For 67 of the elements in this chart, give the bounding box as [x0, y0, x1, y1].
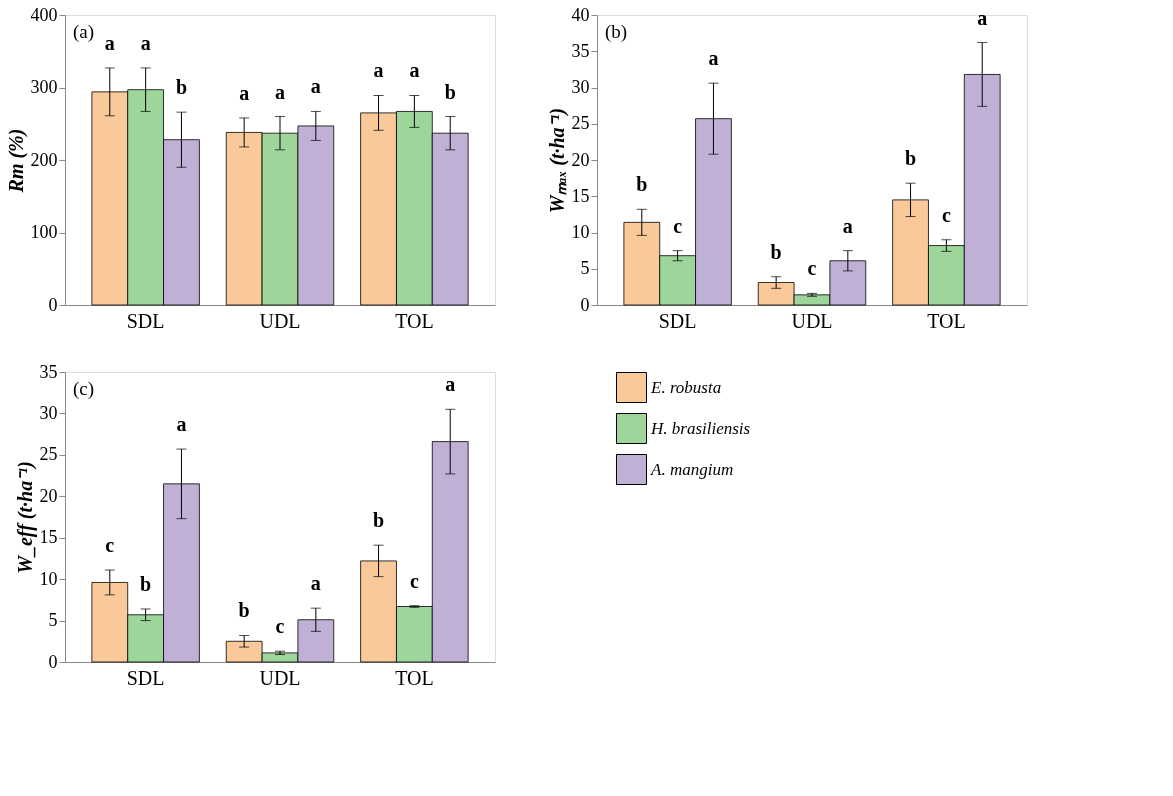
- data-label: b: [444, 80, 456, 103]
- y-tick-label: 10: [571, 222, 590, 242]
- y-tick-label: 400: [30, 4, 58, 25]
- legend-label: E. robusta: [650, 377, 722, 397]
- annotation: (c): [73, 378, 95, 400]
- y-tick-label: 20: [39, 485, 58, 506]
- x-tick-label: TOL: [927, 309, 966, 332]
- y-axis-title: W_eff (t·ha⁻¹): [13, 461, 37, 574]
- y-tick-label: 35: [39, 361, 58, 382]
- x-tick-label: TOL: [395, 309, 434, 332]
- y-tick-label: 300: [30, 77, 58, 97]
- annotation: (b): [605, 21, 628, 43]
- data-label: b: [238, 599, 250, 622]
- data-label: b: [372, 509, 385, 532]
- data-label: a: [977, 6, 988, 29]
- annotation: (a): [73, 21, 95, 43]
- data-label: b: [140, 572, 152, 595]
- y-tick-label: 0: [48, 651, 58, 672]
- y-tick-label: 10: [39, 568, 58, 589]
- data-label: a: [708, 47, 719, 70]
- y-tick-label: 30: [571, 77, 590, 97]
- data-label: a: [409, 59, 420, 82]
- data-label: c: [807, 257, 817, 280]
- y-tick-label: 0: [580, 294, 590, 315]
- data-label: b: [175, 76, 188, 99]
- y-tick-label: 20: [571, 149, 590, 170]
- x-tick-label: UDL: [259, 309, 301, 332]
- y-tick-label: 25: [571, 113, 590, 134]
- data-label: a: [842, 214, 853, 237]
- y-tick-label: 35: [571, 40, 590, 61]
- data-label: a: [310, 572, 321, 595]
- data-label: c: [673, 214, 683, 237]
- y-tick-label: 100: [30, 222, 58, 242]
- data-label: a: [239, 81, 250, 104]
- y-tick-label: 15: [571, 185, 590, 206]
- x-tick-label: SDL: [126, 666, 165, 689]
- data-label: a: [310, 75, 321, 98]
- data-label: b: [770, 240, 782, 263]
- data-label: a: [104, 31, 115, 54]
- x-tick-label: UDL: [259, 666, 301, 689]
- y-tick-label: 40: [571, 4, 590, 25]
- y-tick-label: 15: [39, 527, 58, 548]
- x-tick-label: SDL: [658, 309, 697, 332]
- x-tick-label: SDL: [126, 309, 165, 332]
- y-tick-label: 5: [580, 258, 590, 279]
- legend-label: H. brasiliensis: [650, 418, 751, 438]
- data-label: b: [636, 173, 648, 196]
- data-label: c: [275, 615, 285, 638]
- y-axis-title: Wₘₐₓ (t·ha⁻¹): [545, 107, 569, 214]
- data-label: a: [176, 413, 187, 436]
- y-tick-label: 30: [39, 402, 58, 423]
- data-label: a: [373, 59, 384, 82]
- y-tick-label: 200: [30, 149, 58, 170]
- y-tick-label: 0: [48, 294, 58, 315]
- x-tick-label: TOL: [395, 666, 434, 689]
- data-label: c: [941, 203, 951, 226]
- data-label: a: [140, 31, 151, 54]
- data-label: a: [445, 373, 456, 396]
- legend-label: A. mangium: [650, 459, 734, 479]
- data-label: b: [904, 147, 917, 170]
- y-tick-label: 25: [39, 444, 58, 465]
- y-tick-label: 5: [48, 610, 58, 631]
- data-label: c: [409, 569, 419, 592]
- x-tick-label: UDL: [791, 309, 833, 332]
- data-label: c: [105, 534, 115, 557]
- y-axis-title: Rm (%): [4, 128, 28, 194]
- data-label: a: [275, 80, 285, 103]
